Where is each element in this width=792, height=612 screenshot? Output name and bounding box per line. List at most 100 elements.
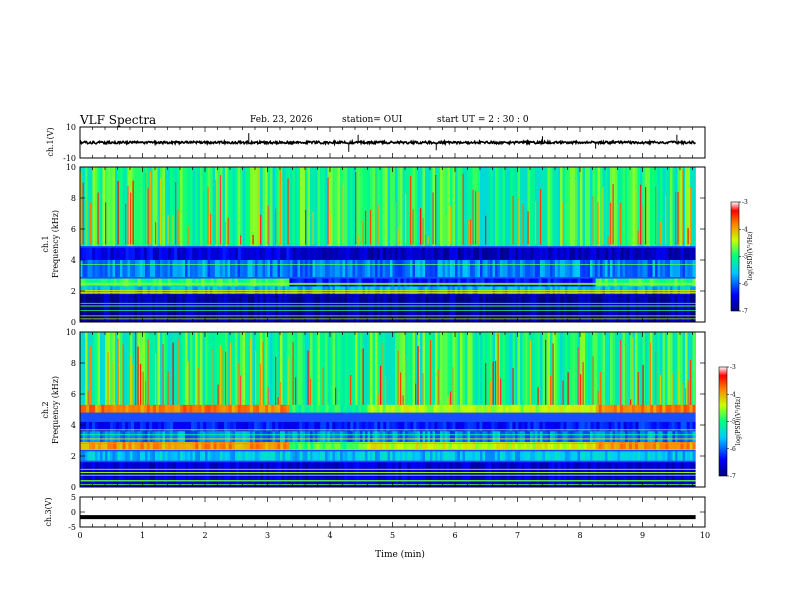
ch2-spectrogram-cell: [402, 451, 406, 461]
ch2-spectrogram-cell: [180, 451, 183, 461]
ch1-spectrogram-cell: [635, 167, 638, 247]
ch2-spectrogram-band-cell: [198, 404, 202, 413]
ch2-spectrogram-cell: [360, 451, 363, 461]
ch2-spectrogram-band-cell: [122, 404, 126, 413]
ch2-spectrogram-cell: [552, 425, 556, 443]
ch1-spectrogram-band-cell: [410, 294, 414, 322]
ch1-spectrogram-cell: [470, 260, 473, 278]
ch2-spectrogram-band-cell: [520, 404, 524, 413]
ch2-spectrogram-cell: [332, 332, 336, 412]
ch1-spectrogram-band-cell: [204, 278, 208, 287]
ch2-spectrogram-cell: [362, 332, 366, 412]
ch1-spectrogram-band-cell: [355, 247, 359, 260]
ch2-spectrogram-cell: [110, 332, 113, 412]
ch2-spectrogram-cell: [430, 425, 433, 443]
ch1-spectrogram-band-cell: [203, 294, 207, 322]
ch1-spectrogram-cell: [640, 260, 643, 278]
ch2-spectrogram-band-cell: [619, 442, 624, 450]
ch2-spectrogram-cell: [550, 451, 553, 461]
ch1-spectrogram-cell: [552, 260, 556, 278]
ch2-spectrogram-cell: [480, 332, 483, 412]
ch1-spectrogram-cell: [587, 260, 591, 278]
ch2-spectrogram-band-cell: [249, 442, 254, 450]
ch1-spectrogram-cell: [642, 167, 646, 247]
ch1-spectrogram-streak: [592, 196, 594, 245]
ch2-spectrogram-cell: [230, 451, 233, 461]
ch1-spectrogram-band-cell: [602, 247, 606, 260]
ch1-spectrogram-cell: [597, 286, 601, 296]
ch1-spectrogram-cell: [397, 260, 401, 278]
ch1-spectrogram-band-cell: [686, 294, 690, 322]
ch1-spectrogram-cell: [307, 260, 311, 278]
ch2-spectrogram-cell: [490, 332, 493, 412]
ch2-spectrogram-band-cell: [231, 404, 236, 413]
ch2-spectrogram-cell: [470, 332, 473, 412]
ch1-spectrogram-band-cell: [231, 247, 236, 260]
ch2-spectrogram-cell: [355, 425, 358, 443]
ch2-spectrogram-cell: [490, 451, 493, 461]
ch1-spectrogram-cell: [487, 286, 491, 296]
ch2-spectrogram-band-cell: [146, 404, 151, 413]
ch1-spectrogram-band-cell: [305, 294, 309, 322]
ch1-spectrogram-band-cell: [659, 247, 663, 260]
ch2-spectrogram-band-cell: [659, 442, 663, 450]
ch1-spectrogram-cell: [617, 167, 621, 247]
ch2-spectrogram-cell: [167, 332, 171, 412]
ch1-spectrogram-cell: [155, 167, 158, 247]
ch2-spectrogram-cell: [132, 332, 136, 412]
ch2-spectrogram-band-cell: [623, 421, 627, 432]
ch2-spectrogram-band-cell: [571, 442, 575, 450]
ch2-spectrogram-cell: [385, 425, 388, 443]
ch2-spectrogram-streak: [140, 363, 142, 410]
ch2-spectrogram-streak: [177, 338, 179, 410]
ch1-spectrogram-cell: [82, 167, 86, 247]
ch2-spectrogram-cell: [97, 451, 101, 461]
ch1-spectrogram-band-cell: [245, 294, 249, 322]
ch2-spectrogram-ylabel: ch.2 Frequency (kHz): [41, 376, 60, 444]
ch2-spectrogram-band-cell: [686, 421, 690, 432]
ch2-spectrogram-band-cell: [230, 462, 234, 487]
ch1-spectrogram-band-cell: [382, 247, 386, 260]
ch1-spectrogram-band-cell: [388, 278, 392, 287]
ch1-spectrogram-band-cell: [271, 247, 275, 260]
ch1-spectrogram-band-cell: [490, 247, 495, 260]
ch1-spectrogram-band-cell: [274, 247, 278, 260]
ch1-spectrogram-cell: [485, 260, 488, 278]
ch2-spectrogram-cell: [590, 425, 593, 443]
ch1-spectrogram-band-cell: [269, 294, 273, 322]
ch1-spectrogram-band-cell: [464, 294, 468, 322]
ch1-spectrogram-cell: [615, 286, 618, 296]
ch1-spectrogram-cell: [675, 260, 678, 278]
ch2-spectrogram-band-cell: [213, 404, 217, 413]
ch1-spectrogram-cell: [582, 167, 586, 247]
ch1-spectrogram-cell: [232, 260, 236, 278]
ch2-spectrogram-band-cell: [284, 462, 288, 487]
ch1-spectrogram-cell: [567, 260, 571, 278]
ch1-spectrogram-cell: [132, 260, 136, 278]
ch2-spectrogram-cell: [475, 451, 478, 461]
ch2-spectrogram-band-cell: [164, 404, 169, 413]
ch2-spectrogram-band-cell: [325, 442, 329, 450]
ch2-spectrogram-cell: [630, 332, 633, 412]
ch2-spectrogram-band-cell: [280, 442, 284, 450]
ch2-spectrogram-cell: [470, 425, 473, 443]
ch1-spectrogram-cell: [692, 167, 696, 247]
ch1-spectrogram-band-cell: [628, 278, 633, 287]
ch1-spectrogram-band-cell: [503, 247, 507, 260]
ch2-spectrogram-band-cell: [317, 462, 321, 487]
ch1-spectrogram-cell: [87, 286, 91, 296]
ch2-spectrogram-cell: [285, 332, 288, 412]
ch2-spectrogram-band-cell: [473, 421, 477, 432]
ch1-spectrogram-band-cell: [383, 294, 387, 322]
ch2-spectrogram-band-cell: [155, 421, 159, 432]
ch2-spectrogram-streak: [417, 345, 419, 410]
ch2-spectrogram-band-cell: [481, 404, 485, 413]
ch1-spectrogram-cell: [362, 167, 366, 247]
ch2-spectrogram-band-cell: [80, 404, 84, 413]
ch1-spectrogram-cell: [332, 167, 336, 247]
ch1-spectrogram-cell: [130, 167, 133, 247]
ch2-spectrogram-band-cell: [101, 462, 105, 487]
ch2-spectrogram-cell: [200, 332, 203, 412]
ch1-spectrogram-cell: [170, 167, 173, 247]
ch2-spectrogram-cell: [657, 332, 661, 412]
